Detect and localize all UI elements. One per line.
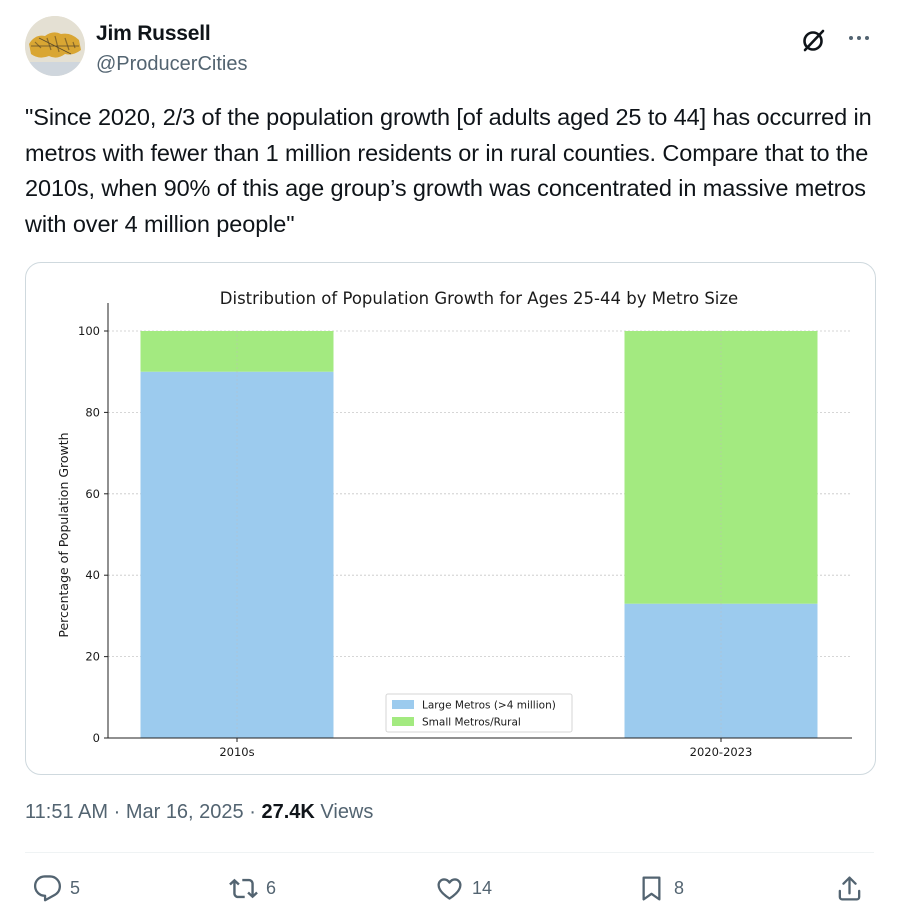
tweet-header: Jim Russell @ProducerCities: [25, 16, 875, 80]
tweet-time[interactable]: 11:51 AM: [25, 801, 109, 823]
y-tick-label: 60: [85, 487, 100, 501]
share-icon: [838, 875, 861, 901]
legend-swatch: [392, 700, 414, 709]
chart-image[interactable]: 0 20 40 60 80 100 2010s 2020-2023 Distribution…: [25, 262, 876, 775]
retweet-count: 6: [266, 877, 277, 898]
avatar[interactable]: [25, 16, 85, 76]
tweet-text: "Since 2020, 2/3 of the population growt…: [25, 104, 872, 237]
author-handle[interactable]: @ProducerCities: [96, 53, 248, 75]
legend-label: Large Metros (>4 million): [422, 700, 556, 712]
like-button[interactable]: 14: [435, 868, 492, 908]
more-icon[interactable]: [845, 24, 873, 52]
legend-label: Small Metros/Rural: [422, 717, 521, 729]
reply-count: 5: [70, 877, 81, 898]
reply-icon: [33, 874, 62, 901]
meta-separator: ·: [249, 801, 262, 823]
legend-swatch: [392, 717, 414, 726]
chart-legend: Large Metros (>4 million) Small Metros/Ru…: [385, 693, 573, 733]
meta-separator: ·: [113, 801, 126, 823]
stacked-bar-chart: 0 20 40 60 80 100 2010s 2020-2023 Distribution…: [56, 289, 852, 759]
bookmark-button[interactable]: 8: [637, 868, 684, 908]
x-tick-labels: 2010s 2020-2023: [219, 738, 752, 759]
y-tick-label: 40: [85, 568, 100, 582]
y-tick-labels: 0 20 40 60 80 100: [78, 324, 108, 745]
y-axis-label: Percentage of Population Growth: [56, 432, 71, 637]
grok-icon[interactable]: [800, 26, 828, 54]
views-count: 27.4K: [261, 801, 315, 823]
retweet-icon: [229, 878, 258, 898]
legend-box: [385, 693, 573, 733]
chart-title: Distribution of Population Growth for Ag…: [220, 289, 738, 308]
reply-button[interactable]: 5: [33, 868, 80, 908]
share-button[interactable]: [835, 868, 864, 908]
action-bar: 5 6 14 8: [25, 868, 874, 908]
x-tick-label: 2020-2023: [690, 745, 753, 759]
bookmark-count: 8: [674, 877, 685, 898]
tweet-meta: 11:51 AM · Mar 16, 2025 · 27.4K Views: [25, 801, 373, 824]
bookmark-icon: [642, 875, 661, 901]
y-tick-label: 0: [93, 731, 100, 745]
y-tick-label: 100: [78, 324, 100, 338]
views-label: Views: [320, 801, 374, 823]
chart-axes: [107, 303, 852, 739]
chart-bars: [140, 331, 818, 738]
retweet-button[interactable]: 6: [229, 868, 276, 908]
like-icon: [437, 877, 462, 900]
x-tick-label: 2010s: [219, 745, 254, 759]
divider: [25, 852, 874, 853]
like-count: 14: [472, 877, 493, 898]
y-tick-label: 20: [85, 650, 100, 664]
tweet-date[interactable]: Mar 16, 2025: [125, 801, 244, 823]
y-tick-label: 80: [85, 405, 100, 419]
author-name[interactable]: Jim Russell: [96, 22, 211, 45]
